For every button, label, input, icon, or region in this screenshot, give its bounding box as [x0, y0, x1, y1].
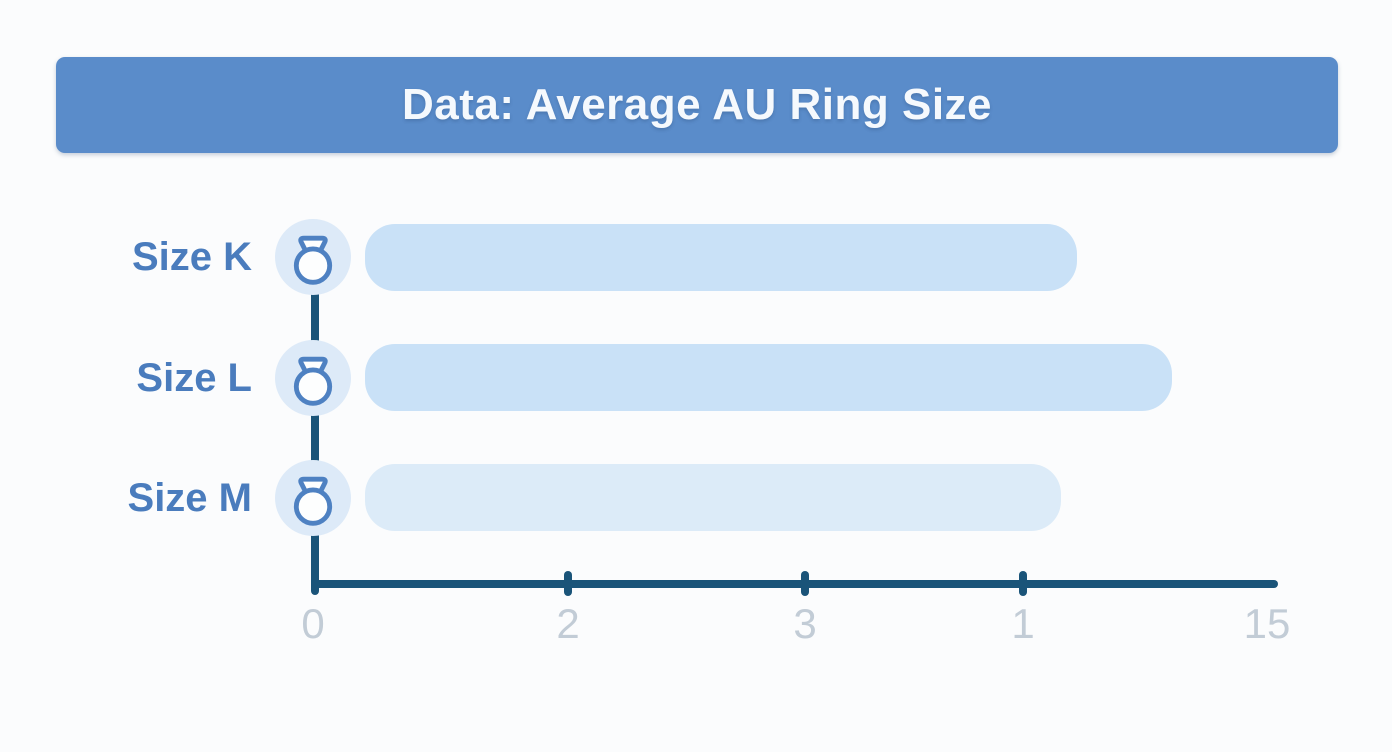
ring-icon: [293, 356, 333, 406]
category-label-size-l: Size L: [136, 356, 252, 400]
chart-title: Data: Average AU Ring Size: [401, 80, 993, 129]
chart-title-banner: Data: Average AU Ring Size: [56, 57, 1338, 153]
ring-icon: [293, 476, 333, 526]
ring-icon: [293, 235, 333, 285]
bar-size-m: [365, 464, 1061, 531]
category-label-size-k: Size K: [131, 235, 252, 279]
x-tick-label: 1: [1011, 600, 1035, 647]
x-axis-line: [312, 580, 1278, 588]
bar-size-l: [365, 344, 1172, 411]
x-axis-tick: [564, 571, 572, 596]
x-tick-label: 2: [556, 600, 580, 647]
ring-icon-badge: [275, 340, 351, 416]
x-tick-label: 3: [793, 600, 817, 647]
x-tick-label: 0: [301, 600, 325, 647]
x-axis-tick: [801, 571, 809, 596]
x-axis-tick: [1019, 571, 1027, 596]
ring-icon-badge: [275, 460, 351, 536]
x-tick-label: 15: [1243, 600, 1291, 647]
ring-icon-badge: [275, 219, 351, 295]
category-label-size-m: Size M: [127, 476, 252, 520]
y-axis-line: [311, 257, 319, 595]
bar-size-k: [365, 224, 1077, 291]
